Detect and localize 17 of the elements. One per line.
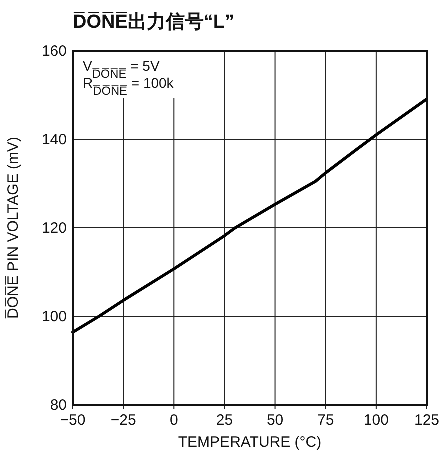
y-axis-title: D̅O̅N̅E̅ PIN VOLTAGE (mV) [5,137,22,320]
x-tick-label: −50 [60,412,86,429]
y-tick-label: 100 [42,308,67,326]
y-tick-label: 80 [50,397,67,414]
x-tick-label: 125 [414,412,440,429]
chart-title: D̅O̅N̅E̅出力信号“L” [73,11,234,33]
x-tick-label: 50 [266,412,284,429]
x-tick-label: 0 [170,412,178,429]
y-tick-label: 140 [42,132,67,148]
x-axis-title: TEMPERATURE (°C) [178,434,322,451]
line-series [72,98,428,334]
y-tick-label: 120 [42,220,67,237]
x-tick-label: −25 [110,412,136,429]
y-tick-label: 160 [42,43,67,60]
x-tick-label: 75 [318,412,334,429]
x-tick-label: 25 [216,412,234,429]
x-tick-label: 100 [364,412,389,429]
